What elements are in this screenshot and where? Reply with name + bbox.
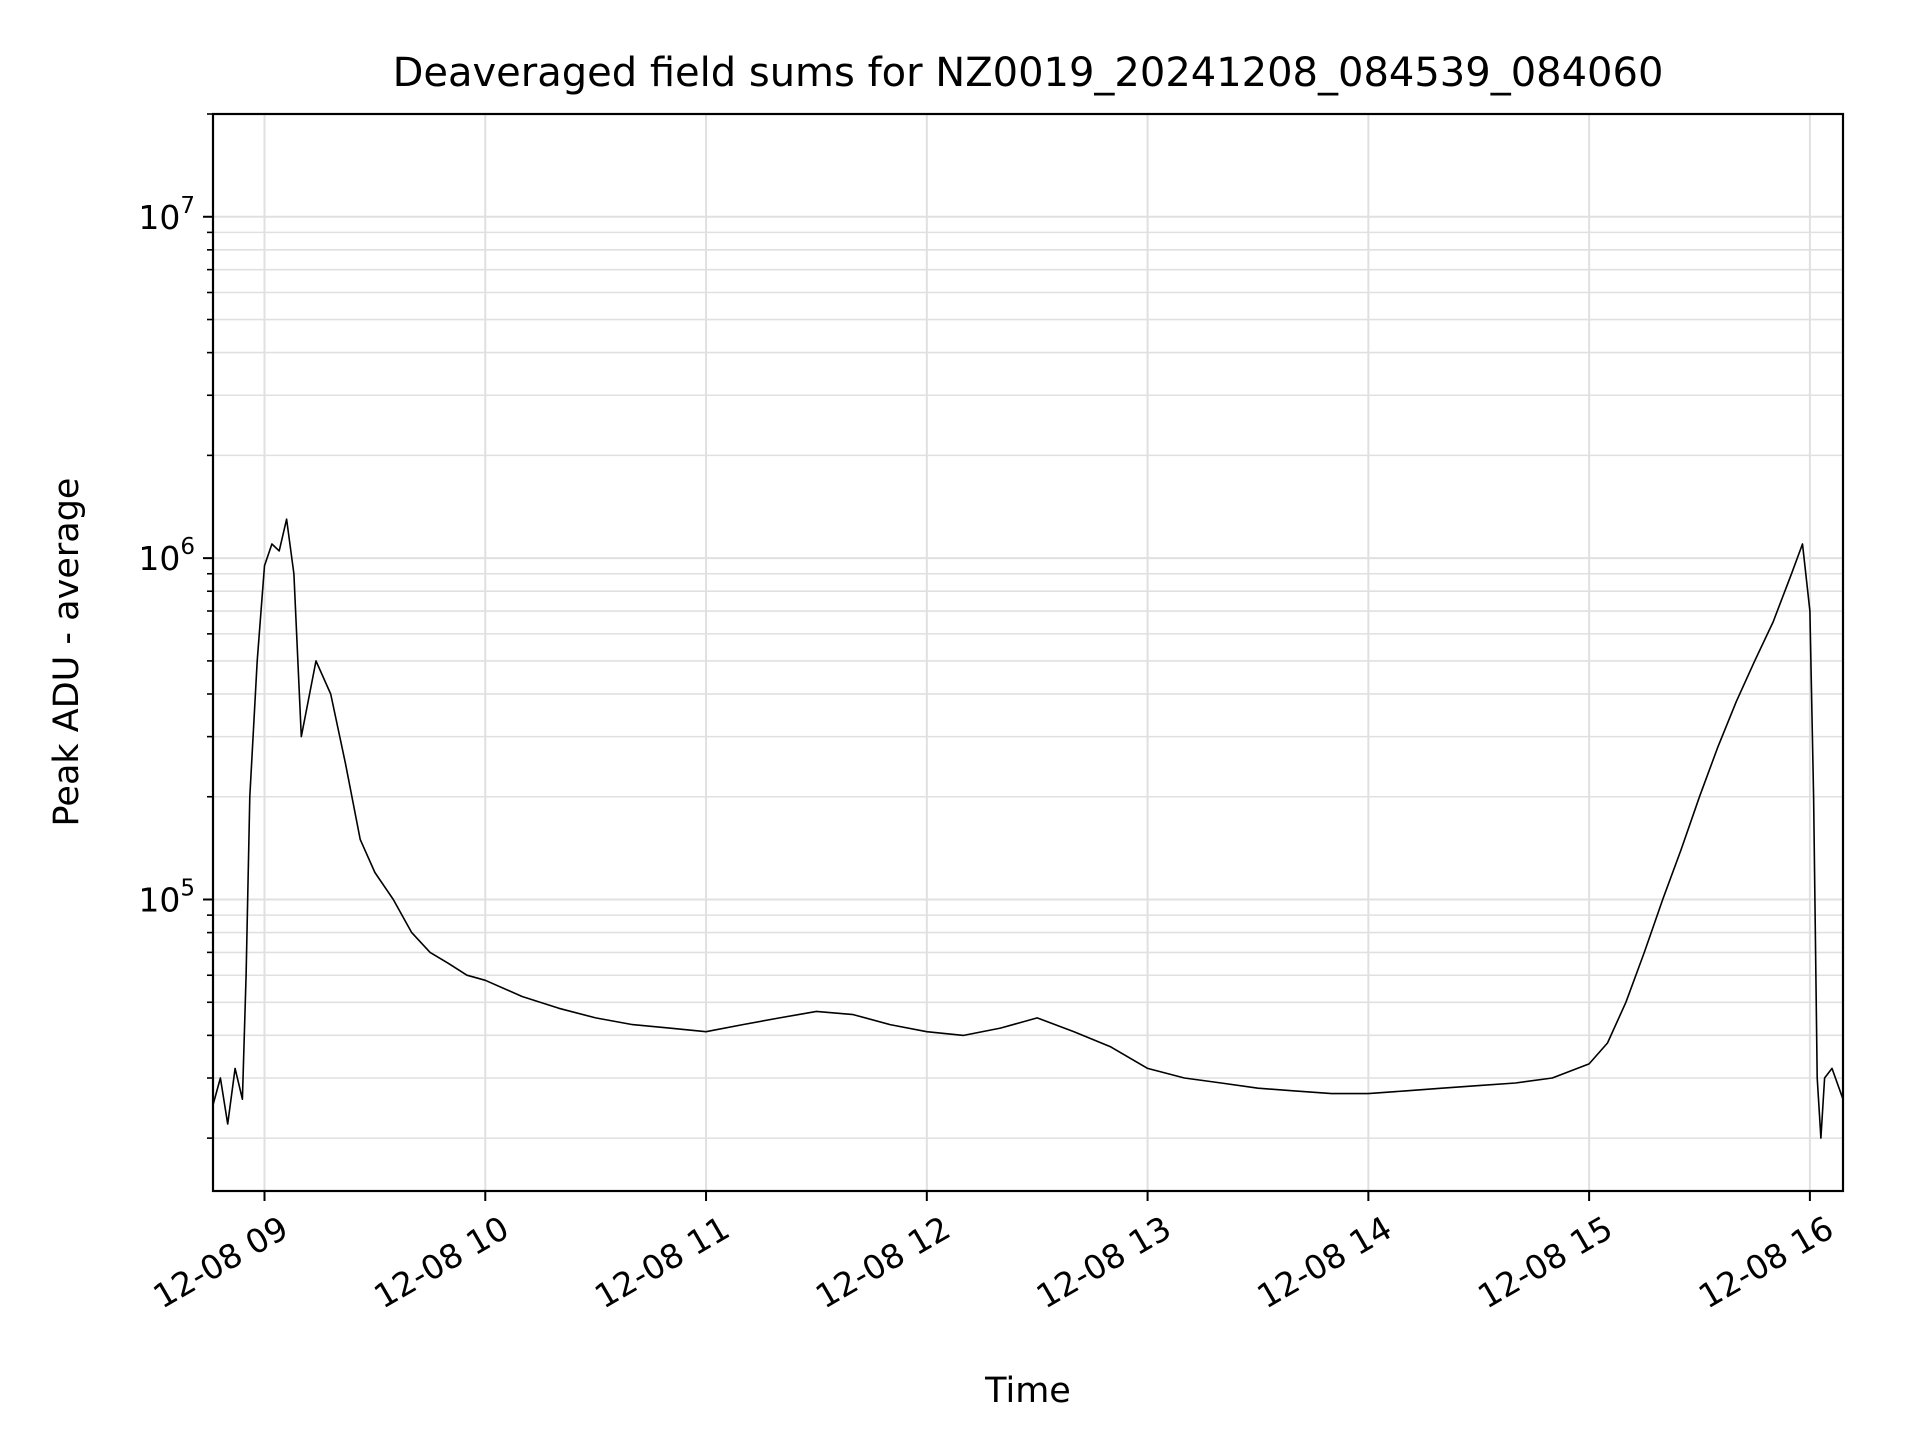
x-axis-label: Time	[984, 1371, 1071, 1411]
y-tick-label: 107	[138, 193, 195, 237]
y-axis: 105 106 107	[138, 113, 213, 1139]
y-tick-label: 106	[138, 534, 195, 578]
series-line	[212, 518, 1844, 1139]
y-axis-label: Peak ADU - average	[47, 478, 87, 827]
series	[212, 518, 1844, 1139]
plot-frame	[211, 112, 1845, 1193]
chart-title: Deaveraged field sums for NZ0019_2024120…	[393, 50, 1664, 96]
y-tick-label: 105	[138, 876, 195, 920]
